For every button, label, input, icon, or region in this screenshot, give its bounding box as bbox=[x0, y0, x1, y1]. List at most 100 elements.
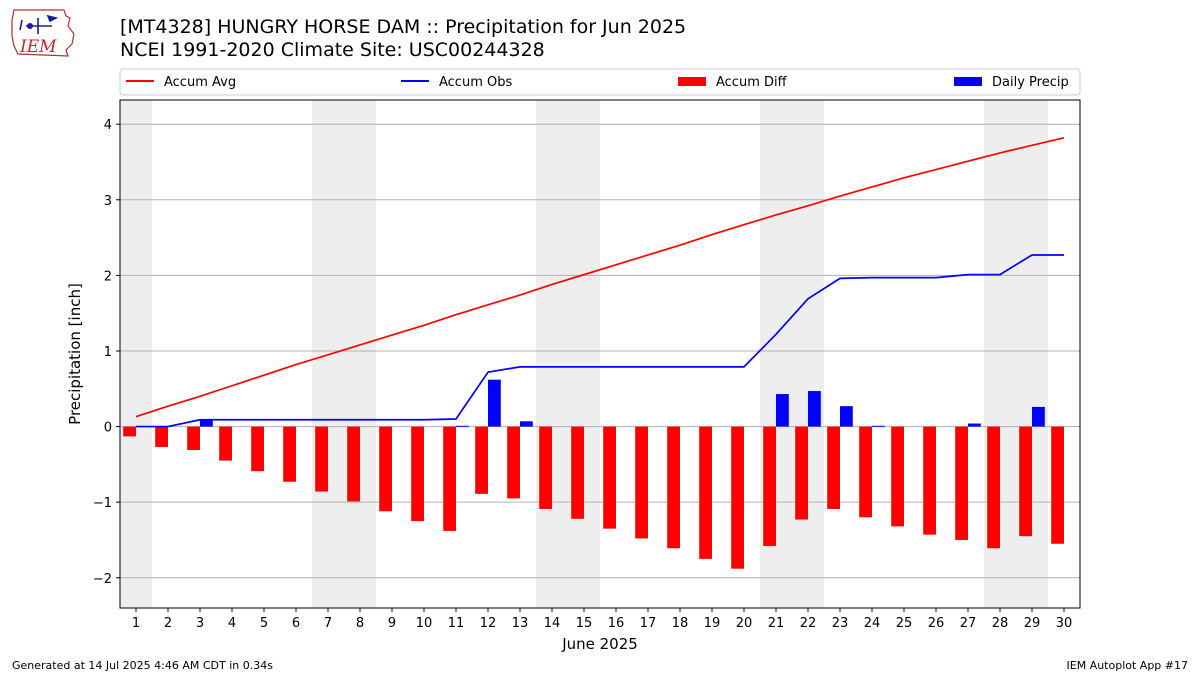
x-tick-label: 29 bbox=[1024, 616, 1041, 631]
accum-diff-bar bbox=[699, 426, 712, 559]
weekend-band-2 bbox=[312, 100, 376, 608]
lines bbox=[135, 136, 1065, 428]
x-tick-label: 2 bbox=[164, 616, 172, 631]
x-tick-label: 15 bbox=[576, 616, 593, 631]
x-tick-label: 6 bbox=[292, 616, 300, 631]
daily-precip-bar bbox=[840, 406, 853, 427]
x-tick-label: 14 bbox=[544, 616, 561, 631]
legend-label: Accum Obs bbox=[439, 75, 512, 90]
weekend-band-3 bbox=[536, 100, 600, 608]
accum-diff-bar bbox=[571, 426, 584, 519]
x-tick-label: 8 bbox=[356, 616, 364, 631]
accum-diff-bar bbox=[219, 426, 232, 461]
accum-diff-bar bbox=[155, 426, 168, 447]
x-tick-label: 11 bbox=[448, 616, 465, 631]
accum-diff-bar bbox=[507, 426, 520, 499]
app-footer: IEM Autoplot App #17 bbox=[1066, 659, 1189, 672]
accum-diff-bar bbox=[379, 426, 392, 512]
daily-precip-bar bbox=[520, 421, 533, 427]
accum-diff-bar bbox=[539, 426, 552, 509]
x-tick-label: 7 bbox=[324, 616, 332, 631]
accum-diff-bar bbox=[283, 426, 296, 482]
daily-precip-bar bbox=[776, 394, 789, 427]
daily-precip-bar bbox=[1032, 406, 1045, 427]
daily-precip-bar bbox=[872, 425, 885, 427]
accum-diff-bar bbox=[315, 426, 328, 492]
gridlines bbox=[120, 123, 1080, 579]
y-tick-label: −2 bbox=[93, 572, 112, 587]
y-tick-label: 2 bbox=[104, 269, 112, 284]
x-tick-label: 27 bbox=[960, 616, 977, 631]
chart-subtitle: NCEI 1991-2020 Climate Site: USC00244328 bbox=[120, 39, 545, 61]
accum-diff-bar bbox=[603, 426, 616, 529]
daily-precip-bar bbox=[808, 391, 821, 427]
accum-diff-bar bbox=[251, 426, 264, 472]
accum-diff-bar bbox=[795, 426, 808, 520]
x-tick-label: 10 bbox=[416, 616, 433, 631]
y-tick-label: 3 bbox=[104, 194, 112, 209]
accum-diff-bar bbox=[443, 426, 456, 531]
accum-diff-bar bbox=[187, 426, 200, 451]
accum-diff-bar bbox=[763, 426, 776, 547]
generated-footer: Generated at 14 Jul 2025 4:46 AM CDT in … bbox=[12, 659, 273, 672]
x-tick-label: 19 bbox=[704, 616, 721, 631]
accum-diff-bar bbox=[123, 426, 136, 437]
legend: Accum Avg Accum Obs Accum Diff Daily Precip bbox=[119, 68, 1081, 96]
x-tick-label: 28 bbox=[992, 616, 1009, 631]
accum-obs-line bbox=[136, 254, 1064, 428]
accum-diff-bar bbox=[1051, 426, 1064, 544]
x-tick-label: 20 bbox=[736, 616, 753, 631]
logo-text: IEM bbox=[19, 37, 57, 57]
accum-diff-bar bbox=[955, 426, 968, 540]
x-tick-label: 16 bbox=[608, 616, 625, 631]
legend-label: Accum Diff bbox=[716, 75, 788, 90]
x-tick-label: 4 bbox=[228, 616, 236, 631]
x-tick-label: 21 bbox=[768, 616, 785, 631]
bars bbox=[123, 379, 1064, 569]
daily-precip-bar bbox=[488, 379, 501, 427]
y-axis-label: Precipitation [inch] bbox=[66, 283, 84, 425]
x-tick-label: 30 bbox=[1056, 616, 1073, 631]
accum-diff-bar bbox=[987, 426, 1000, 549]
accum-diff-bar bbox=[923, 426, 936, 535]
x-tick-label: 25 bbox=[896, 616, 913, 631]
x-tick-label: 1 bbox=[132, 616, 140, 631]
x-tick-label: 26 bbox=[928, 616, 945, 631]
legend-box bbox=[119, 68, 1081, 96]
daily-precip-bar bbox=[456, 425, 469, 427]
iem-logo: IEM bbox=[11, 9, 75, 57]
x-tick-label: 22 bbox=[800, 616, 817, 631]
weekend-shading bbox=[120, 100, 1048, 608]
chart-title: [MT4328] HUNGRY HORSE DAM :: Precipitati… bbox=[120, 16, 687, 38]
y-tick-label: −1 bbox=[93, 496, 112, 511]
y-tick-label: 1 bbox=[104, 345, 112, 360]
x-tick-label: 17 bbox=[640, 616, 657, 631]
x-axis-label: June 2025 bbox=[561, 635, 638, 653]
x-tick-label: 9 bbox=[388, 616, 396, 631]
x-tick-label: 13 bbox=[512, 616, 529, 631]
plot-frame bbox=[119, 99, 1081, 609]
accum-diff-bar bbox=[411, 426, 424, 522]
legend-label: Accum Avg bbox=[164, 75, 236, 90]
weekend-band-1 bbox=[120, 100, 152, 608]
x-tick-label: 18 bbox=[672, 616, 689, 631]
legend-swatch bbox=[678, 77, 706, 86]
legend-swatch bbox=[954, 77, 982, 86]
x-tick-label: 24 bbox=[864, 616, 881, 631]
accum-diff-bar bbox=[1019, 426, 1032, 537]
accum-diff-bar bbox=[827, 426, 840, 509]
accum-diff-bar bbox=[667, 426, 680, 549]
accum-diff-bar bbox=[859, 426, 872, 518]
accum-diff-bar bbox=[475, 426, 488, 494]
y-tick-label: 4 bbox=[104, 118, 112, 133]
accum-avg-line bbox=[135, 136, 1065, 418]
daily-precip-bar bbox=[968, 423, 981, 427]
y-tick-label: 0 bbox=[104, 421, 112, 436]
legend-label: Daily Precip bbox=[992, 75, 1069, 90]
x-tick-label: 12 bbox=[480, 616, 497, 631]
accum-diff-bar bbox=[347, 426, 360, 502]
x-tick-label: 3 bbox=[196, 616, 204, 631]
x-axis: 1 2 3 4 5 6 7 8 9 10 11 12 13 14 15 16 17 18 19 20 21 22 23 24 2… bbox=[132, 608, 1072, 631]
x-tick-label: 23 bbox=[832, 616, 849, 631]
